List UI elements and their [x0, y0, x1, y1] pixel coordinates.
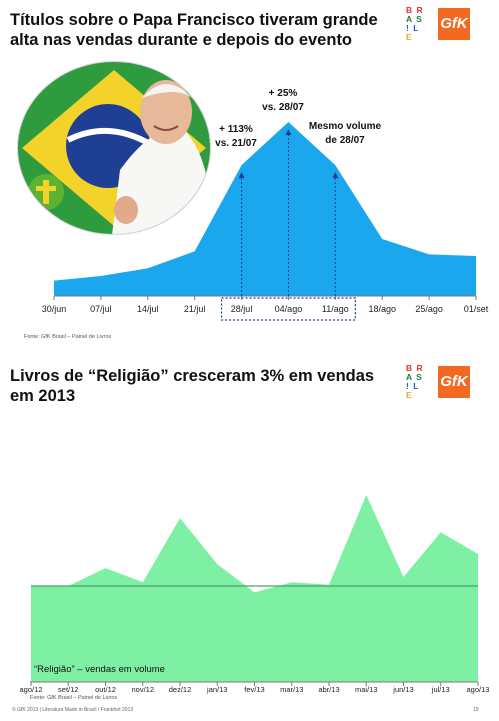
brasil-logo-line: ! L: [406, 23, 420, 33]
jmj-cross: [43, 180, 49, 204]
chart1-annotation-arrowhead: [332, 172, 339, 179]
chart2-source: Fonte: GfK Brasil – Painel de Livros: [30, 695, 118, 701]
pope-zucchetto: [142, 84, 192, 98]
chart2-x-tick-label: abr/13: [318, 685, 339, 694]
gfk-logo: GfK: [438, 366, 470, 398]
footer-text: © GfK 2013 | Literatura Made in Brazil /…: [12, 707, 134, 713]
chart1-x-tick-label: 01/set: [464, 304, 489, 314]
pope-face: [140, 80, 192, 144]
chart2-area: [31, 495, 478, 682]
chart1-annotation-label: vs. 21/07: [215, 138, 257, 149]
chart2-x-tick-label: ago/13: [467, 685, 490, 694]
chart1-source: Fonte: GfK Brasil – Painel de Livros: [24, 334, 112, 340]
brasil-logo-line: E: [406, 32, 413, 42]
chart1-x-tick-label: 28/jul: [231, 304, 253, 314]
pope-smile: [153, 125, 179, 131]
brasil-logo-line: A S: [406, 372, 423, 382]
chart1-x-tick-label: 18/ago: [368, 304, 396, 314]
chart1-area: [54, 122, 476, 296]
flag-band: [66, 128, 152, 147]
chart1-annotation-arrowhead: [238, 172, 245, 179]
chart1-x-tick-label: 11/ago: [322, 304, 349, 314]
chart2-x-tick-label: fev/13: [244, 685, 264, 694]
chart2-x-tick-label: dez/12: [169, 685, 192, 694]
chart1-annotation-label: + 25%: [269, 88, 298, 99]
chart1-annotation-label: + 113%: [219, 124, 253, 135]
chart2-x-tick-label: jun/13: [392, 685, 413, 694]
chart2-x-tick-label: ago/12: [20, 685, 43, 694]
brasil-logo-line: E: [406, 390, 413, 400]
chart1-title: Títulos sobre o Papa Francisco tiveram g…: [10, 11, 378, 49]
chart1-x-tick-label: 04/ago: [275, 304, 303, 314]
page-number: 19: [473, 707, 479, 713]
chart1-x-tick-label: 14/jul: [137, 304, 159, 314]
pope-francis-photo: [17, 61, 211, 235]
brasil-logo-line: A S: [406, 14, 423, 24]
chart1-x-tick-label: 25/ago: [415, 304, 443, 314]
chart2-x-tick-label: mai/13: [355, 685, 378, 694]
chart2-series-label: “Religião” – vendas em volume: [34, 664, 165, 675]
chart1-x-tick-label: 30/jun: [42, 304, 67, 314]
chart1-highlight-box: [220, 297, 356, 321]
chart2-x-tick-label: jul/13: [431, 685, 450, 694]
brasil-logo-line: B R: [406, 5, 424, 15]
chart2-x-tick-label: set/12: [58, 685, 78, 694]
chart1-annotation-arrowhead: [285, 129, 292, 135]
pope-hand: [114, 196, 138, 224]
chart1-x-tick-label: 07/jul: [90, 304, 112, 314]
brasil-gfk-logo: B R A S ! L E GfK: [404, 364, 492, 404]
brasil-logo: B R A S ! L E: [406, 364, 432, 400]
brasil-gfk-logo: B R A S ! L E GfK: [404, 6, 492, 46]
brasil-logo-line: B R: [406, 363, 424, 373]
brasil-logo-line: ! L: [406, 381, 420, 391]
gfk-logo: GfK: [438, 8, 470, 40]
chart2-x-tick-label: jan/13: [206, 685, 227, 694]
jmj-cross-bar: [36, 186, 56, 191]
chart1-x-tick-label: 21/jul: [184, 304, 206, 314]
chart2-x-tick-label: nov/12: [131, 685, 154, 694]
chart2-x-tick-label: out/12: [95, 685, 116, 694]
chart1-annotation-label: vs. 28/07: [262, 102, 304, 113]
chart1-annotation-label: Mesmo volume: [309, 121, 382, 132]
chart2-title: Livros de “Religião” cresceram 3% em ven…: [10, 367, 375, 405]
chart2-x-tick-label: mar/13: [280, 685, 303, 694]
chart1-annotation-label: de 28/07: [325, 135, 365, 146]
brasil-logo: B R A S ! L E: [406, 6, 432, 42]
chart1-area-chart: 30/jun 07/jul 14/jul 21/jul 28/jul 04/ago 11/a…: [42, 88, 489, 321]
